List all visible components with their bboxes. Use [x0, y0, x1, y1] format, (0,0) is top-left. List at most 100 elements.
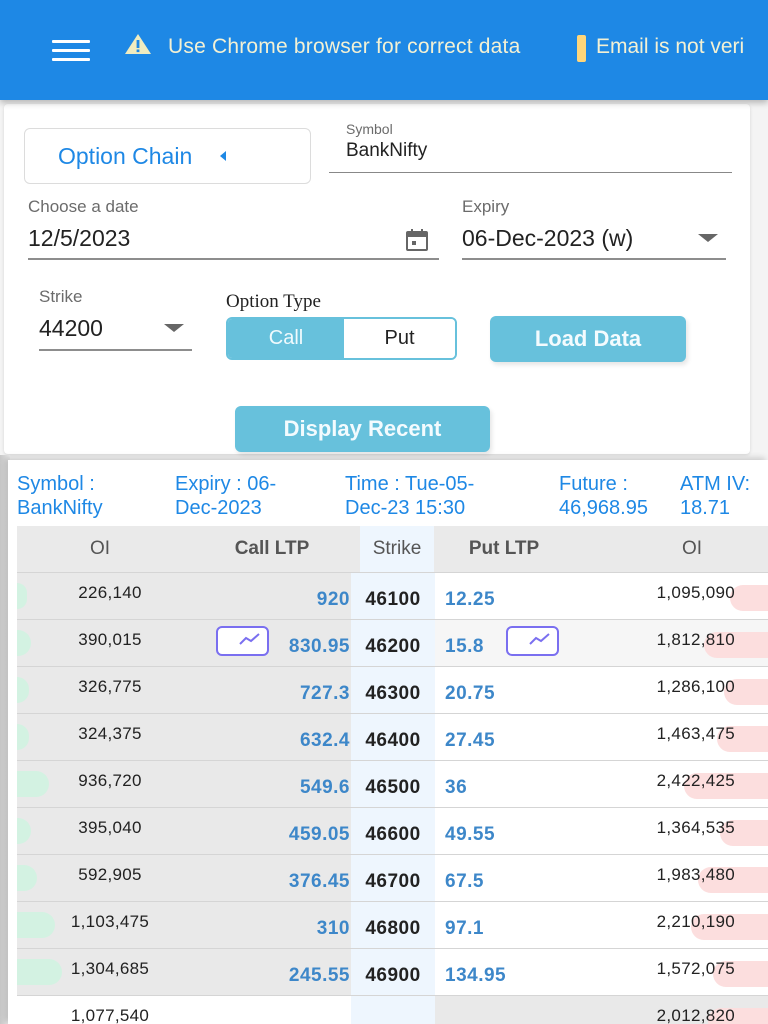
header-strike[interactable]: Strike — [360, 526, 434, 572]
expiry-underline — [462, 258, 726, 260]
put-oi-bar — [691, 914, 768, 940]
display-recent-button[interactable]: Display Recent — [235, 406, 490, 452]
table-row[interactable]: 936,720 549.6 46500 36 2,422,425 — [17, 760, 768, 807]
put-ltp[interactable]: 97.1 — [445, 918, 484, 939]
summary-atm-iv: ATM IV: 18.71 — [680, 473, 750, 519]
table-row[interactable]: 592,905 376.45 46700 67.5 1,983,480 — [17, 854, 768, 901]
table-header: OI Call LTP Strike Put LTP OI — [17, 526, 768, 572]
put-ltp[interactable]: 49.55 — [445, 824, 496, 845]
strike-cell-bg — [351, 902, 435, 948]
hamburger-menu-icon[interactable] — [52, 40, 90, 62]
call-ltp[interactable]: 632.4 — [299, 730, 350, 751]
put-side-bg — [434, 714, 768, 760]
call-ltp[interactable]: 459.05 — [288, 824, 350, 845]
call-ltp[interactable]: 310 — [316, 918, 350, 939]
caret-left-icon — [220, 151, 227, 161]
strike-price: 46800 — [365, 918, 421, 939]
trend-chart-icon — [529, 633, 550, 645]
call-toggle[interactable]: Call — [228, 319, 344, 358]
strike-cell-bg — [351, 808, 435, 854]
call-side-bg — [17, 667, 360, 713]
put-oi-bar — [730, 585, 768, 611]
warning-triangle-icon — [125, 34, 151, 54]
call-oi: 324,375 — [78, 724, 142, 743]
table-row[interactable]: 324,375 632.4 46400 27.45 1,463,475 — [17, 713, 768, 760]
put-toggle[interactable]: Put — [344, 319, 455, 358]
calendar-icon[interactable] — [405, 229, 429, 251]
summary-time: Time : Tue-05- Dec-23 15:30 — [345, 473, 475, 519]
call-chart-button[interactable] — [216, 626, 269, 656]
call-oi: 326,775 — [78, 677, 142, 696]
option-type-label: Option Type — [226, 291, 321, 312]
symbol-input[interactable]: BankNifty — [346, 140, 428, 161]
load-data-button[interactable]: Load Data — [490, 316, 686, 362]
table-row[interactable]: 326,775 727.3 46300 20.75 1,286,100 — [17, 666, 768, 713]
put-oi-bar — [713, 961, 768, 987]
call-oi-bar — [17, 959, 62, 985]
strike-price: 46400 — [365, 730, 421, 751]
put-ltp[interactable]: 134.95 — [445, 965, 507, 986]
strike-price: 46700 — [365, 871, 421, 892]
call-oi: 592,905 — [78, 865, 142, 884]
table-row[interactable]: 1,103,475 310 46800 97.1 2,210,190 — [17, 901, 768, 948]
put-side-bg — [434, 573, 768, 619]
put-ltp[interactable]: 36 — [445, 777, 468, 798]
strike-cell-bg — [351, 667, 435, 713]
call-ltp[interactable]: 830.95 — [288, 636, 350, 657]
call-oi-bar — [17, 583, 27, 609]
date-underline — [28, 258, 439, 260]
put-ltp[interactable]: 15.8 — [445, 636, 484, 657]
strike-cell-bg — [351, 855, 435, 901]
call-oi: 226,140 — [78, 583, 142, 602]
call-oi-bar — [17, 724, 29, 750]
put-side-bg — [434, 949, 768, 995]
put-ltp[interactable]: 67.5 — [445, 871, 484, 892]
strike-price: 46500 — [365, 777, 421, 798]
call-oi-bar — [17, 677, 29, 703]
summary-future: Future : 46,968.95 — [559, 473, 648, 519]
expiry-dropdown-icon[interactable] — [698, 234, 718, 242]
call-ltp[interactable]: 376.45 — [288, 871, 350, 892]
put-oi: 2,210,190 — [656, 912, 735, 931]
put-oi-bar — [684, 773, 768, 799]
call-side-bg — [17, 855, 360, 901]
put-ltp[interactable]: 27.45 — [445, 730, 496, 751]
table-row[interactable]: 1,304,685 245.55 46900 134.95 1,572,075 — [17, 948, 768, 995]
option-chain-table-card: Symbol : BankNifty Expiry : 06- Dec-2023… — [8, 460, 768, 1024]
call-side-bg — [17, 620, 360, 666]
strike-dropdown-icon[interactable] — [164, 324, 184, 332]
call-side-bg — [17, 714, 360, 760]
call-ltp[interactable]: 245.55 — [288, 965, 350, 986]
option-type-toggle: Call Put — [226, 317, 457, 360]
put-oi: 1,364,535 — [656, 818, 735, 837]
put-ltp[interactable]: 20.75 — [445, 683, 496, 704]
header-put-ltp[interactable]: Put LTP — [468, 538, 540, 559]
call-oi-bar — [17, 865, 37, 891]
call-ltp[interactable]: 727.3 — [299, 683, 350, 704]
header-put-oi[interactable]: OI — [681, 538, 703, 559]
call-side-bg — [17, 902, 360, 948]
strike-select[interactable]: 44200 — [39, 315, 103, 341]
table-row[interactable]: 226,140 920 46100 12.25 1,095,090 — [17, 572, 768, 619]
table-row[interactable]: 390,015 830.95 46200 15.8 1,812,810 — [17, 619, 768, 666]
put-oi: 1,463,475 — [656, 724, 735, 743]
strike-cell-bg — [351, 761, 435, 807]
call-ltp[interactable]: 549.6 — [299, 777, 350, 798]
option-chain-button[interactable]: Option Chain — [24, 128, 311, 184]
put-side-bg — [434, 808, 768, 854]
put-oi-bar — [708, 1008, 768, 1024]
strike-label: Strike — [39, 287, 83, 306]
call-ltp[interactable]: 920 — [316, 589, 350, 610]
put-chart-button[interactable] — [506, 626, 559, 656]
expiry-select[interactable]: 06-Dec-2023 (w) — [462, 225, 634, 251]
strike-price: 46300 — [365, 683, 421, 704]
put-oi-bar — [720, 820, 768, 846]
strike-price: 46900 — [365, 965, 421, 986]
put-ltp[interactable]: 12.25 — [445, 589, 496, 610]
banner-separator — [577, 35, 586, 62]
table-row[interactable]: 395,040 459.05 46600 49.55 1,364,535 — [17, 807, 768, 854]
header-call-oi[interactable]: OI — [89, 538, 111, 559]
header-call-ltp[interactable]: Call LTP — [234, 538, 310, 559]
date-input[interactable]: 12/5/2023 — [28, 225, 131, 251]
table-row[interactable]: 1,077,540 2,012,820 — [17, 995, 768, 1024]
